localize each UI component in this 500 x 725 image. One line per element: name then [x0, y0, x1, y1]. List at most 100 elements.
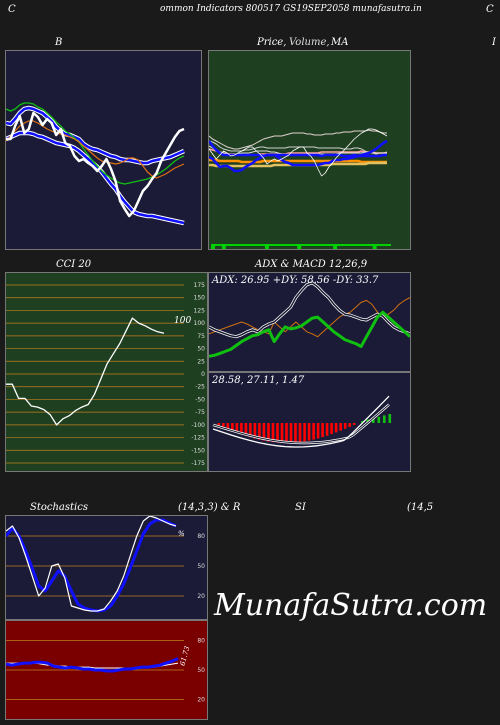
macd-histogram-bar — [388, 414, 392, 423]
cci-tick-label: -50 — [195, 396, 205, 403]
volume-bar — [322, 244, 327, 246]
cci-chart: 1751501251007550250-25-50-75-100-125-150… — [6, 273, 207, 471]
rsi-tick-label: 50 — [197, 667, 205, 674]
panel-background — [6, 273, 207, 471]
volume-bar — [311, 244, 316, 246]
macd-histogram-bar — [285, 423, 288, 443]
stoch-params: (14,3,3) & R — [178, 502, 241, 513]
price-series-line — [209, 139, 388, 173]
volume-bar — [261, 244, 266, 246]
volume-bar — [272, 244, 277, 246]
macd-panel — [208, 372, 411, 472]
volume-bar — [239, 244, 244, 246]
macd-histogram-bar — [325, 423, 329, 436]
volume-bar — [225, 244, 230, 246]
macd-histogram-bar — [280, 423, 284, 443]
bb-chart — [6, 51, 201, 249]
volume-bar — [236, 244, 241, 246]
macd-histogram-bar — [294, 423, 297, 443]
volume-bar — [297, 244, 302, 249]
rsi-panel — [5, 620, 208, 720]
macd-histogram-bar — [377, 416, 381, 423]
cci-tick-label: -175 — [191, 460, 205, 467]
volume-bar — [300, 244, 305, 246]
volume-bar — [354, 244, 359, 246]
header-left-char: C — [8, 4, 16, 15]
volume-bar — [257, 244, 262, 246]
cci-line — [6, 317, 165, 426]
cci-tick-label: 125 — [194, 307, 206, 314]
bb-panel — [5, 50, 202, 250]
volume-bar — [333, 244, 338, 249]
rsi-tick-label: 20 — [197, 696, 205, 703]
cci-tick-label: 175 — [194, 282, 206, 289]
adx-chart — [209, 273, 410, 371]
price-title-far-right: I — [492, 37, 496, 48]
si-params: (14,5 — [407, 502, 434, 513]
volume-bar — [250, 244, 255, 246]
volume-bar — [387, 244, 391, 246]
volume-bar — [383, 244, 388, 246]
volume-bar — [304, 244, 309, 246]
macd-histogram-bar — [240, 423, 243, 435]
rsi-chart: 80 50 20 — [6, 621, 207, 719]
cci-tick-label: 0 — [201, 371, 205, 378]
cci-tick-label: 25 — [197, 358, 205, 365]
volume-bar — [358, 244, 363, 246]
stoch-d-line — [6, 518, 177, 613]
macd-histogram-bar — [244, 423, 248, 436]
macd-histogram-bar — [253, 423, 257, 439]
macd-histogram-bar — [348, 423, 351, 427]
price-series-line — [209, 129, 387, 150]
cci-tick-label: -150 — [191, 447, 205, 454]
macd-histogram-bar — [231, 423, 234, 431]
stoch-tick-label: 20 — [197, 593, 205, 600]
macd-histogram-bar — [258, 423, 261, 440]
macd-histogram-bar — [222, 423, 225, 427]
volume-bar — [361, 244, 366, 246]
cci-tick-label: 75 — [197, 333, 205, 340]
volume-bar — [325, 244, 330, 246]
volume-bar — [365, 244, 370, 246]
adx-panel — [208, 272, 411, 372]
rsi-line — [6, 657, 179, 673]
cci-tick-label: -75 — [195, 409, 205, 416]
price-series-line — [209, 158, 387, 164]
volume-bar — [343, 244, 348, 246]
volume-bar — [347, 244, 352, 246]
price-title-overlap: Volume, — [289, 37, 330, 48]
macd-histogram-bar — [321, 423, 324, 438]
cci-value-label: 100 — [174, 316, 192, 326]
volume-bar — [329, 244, 334, 246]
stoch-k-line — [6, 516, 177, 612]
volume-bar — [279, 244, 284, 246]
macd-histogram-bar — [235, 423, 239, 433]
macd-histogram-bar — [249, 423, 252, 438]
macd-histogram-bar — [262, 423, 266, 441]
macd-histogram-bar — [298, 423, 302, 443]
macd-signal-line-core — [212, 404, 390, 444]
volume-bar — [211, 244, 215, 249]
volume-bar — [254, 244, 259, 246]
macd-histogram-bar — [303, 423, 306, 442]
stoch-mark: % — [178, 530, 185, 538]
header-right-char: C — [486, 4, 494, 15]
adx-values: ADX: 26.95 +DY: 58.56 -DY: 33.7 — [212, 275, 379, 286]
bb-lower-band — [6, 131, 185, 225]
stoch-title: Stochastics — [30, 502, 88, 513]
cci-tick-label: 150 — [194, 295, 206, 302]
macd-histogram-bar — [312, 423, 315, 440]
adx-macd-title: ADX & MACD 12,26,9 — [255, 259, 368, 270]
volume-bar — [315, 244, 320, 246]
price-series-line — [209, 140, 388, 155]
volume-bar — [372, 244, 377, 249]
cci-tick-label: 50 — [197, 346, 205, 353]
cci-tick-label: -25 — [195, 384, 205, 391]
macd-histogram-bar — [226, 423, 230, 429]
macd-histogram-bar — [339, 423, 342, 431]
macd-histogram-bar — [361, 421, 364, 423]
macd-line — [212, 395, 390, 448]
volume-bar — [214, 244, 219, 246]
macd-values: 28.58, 27.11, 1.47 — [212, 375, 305, 386]
macd-histogram-bar — [271, 423, 275, 443]
